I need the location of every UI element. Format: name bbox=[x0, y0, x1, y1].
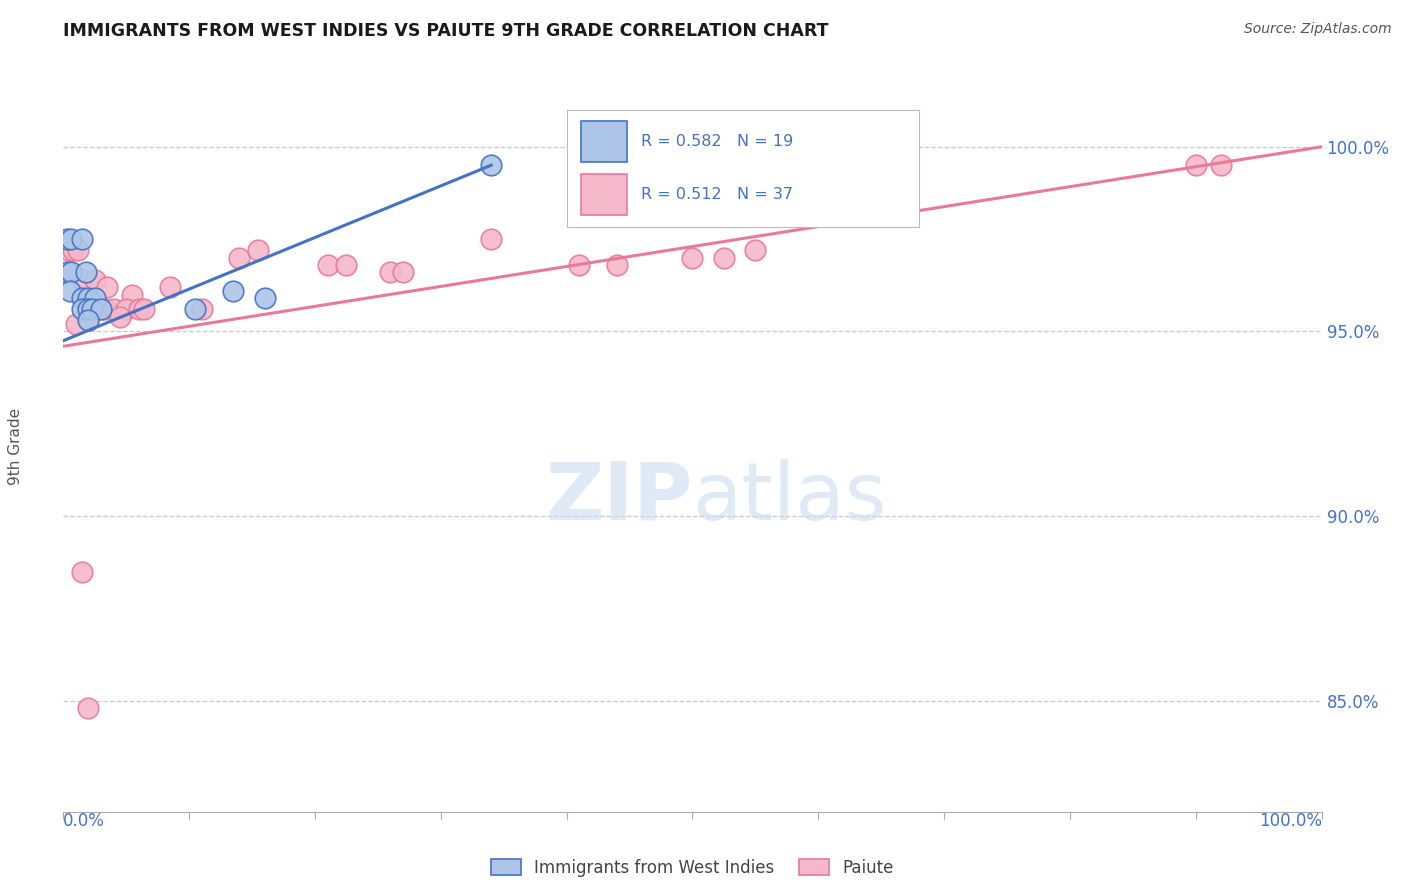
Text: IMMIGRANTS FROM WEST INDIES VS PAIUTE 9TH GRADE CORRELATION CHART: IMMIGRANTS FROM WEST INDIES VS PAIUTE 9T… bbox=[63, 22, 828, 40]
Point bbox=[132, 302, 155, 317]
Point bbox=[70, 291, 93, 305]
Point bbox=[96, 280, 118, 294]
Text: ZIP: ZIP bbox=[546, 458, 693, 537]
Point bbox=[77, 302, 100, 317]
Text: 9th Grade: 9th Grade bbox=[8, 408, 22, 484]
Text: R = 0.512   N = 37: R = 0.512 N = 37 bbox=[641, 187, 793, 202]
Point bbox=[59, 265, 82, 279]
Point bbox=[744, 244, 766, 258]
Point bbox=[335, 258, 357, 272]
Point bbox=[479, 158, 502, 172]
Point bbox=[128, 302, 150, 317]
Point bbox=[70, 565, 93, 579]
Point bbox=[77, 313, 100, 327]
Point bbox=[682, 251, 704, 265]
Point bbox=[70, 302, 93, 317]
Point bbox=[58, 244, 80, 258]
Point bbox=[59, 232, 82, 246]
Point bbox=[67, 244, 90, 258]
Point bbox=[83, 273, 105, 287]
Point bbox=[713, 251, 735, 265]
Point bbox=[90, 302, 112, 317]
Point bbox=[190, 302, 212, 317]
Point bbox=[70, 273, 93, 287]
Point bbox=[62, 244, 84, 258]
Point bbox=[380, 265, 402, 279]
Point bbox=[1185, 158, 1208, 172]
Point bbox=[103, 302, 125, 317]
Point bbox=[65, 317, 87, 331]
Point bbox=[108, 310, 131, 324]
Point bbox=[56, 232, 79, 246]
Point bbox=[82, 302, 104, 317]
Point bbox=[184, 302, 207, 317]
Point bbox=[222, 284, 245, 298]
Point bbox=[90, 302, 112, 317]
Point bbox=[56, 265, 79, 279]
Point bbox=[75, 294, 97, 309]
Point bbox=[392, 265, 415, 279]
Point bbox=[83, 291, 105, 305]
Point bbox=[121, 287, 143, 301]
Legend: Immigrants from West Indies, Paiute: Immigrants from West Indies, Paiute bbox=[491, 858, 894, 877]
Point bbox=[159, 280, 181, 294]
Text: 0.0%: 0.0% bbox=[63, 812, 105, 830]
Point bbox=[77, 313, 100, 327]
Text: atlas: atlas bbox=[693, 458, 887, 537]
Point bbox=[77, 291, 100, 305]
Point bbox=[247, 244, 270, 258]
Point bbox=[58, 284, 80, 298]
Point bbox=[80, 294, 103, 309]
Point bbox=[77, 701, 100, 715]
Point bbox=[1209, 158, 1232, 172]
Point bbox=[70, 232, 93, 246]
Point bbox=[115, 302, 138, 317]
Point bbox=[479, 232, 502, 246]
Point bbox=[253, 291, 276, 305]
Point bbox=[75, 265, 97, 279]
Point bbox=[94, 302, 117, 317]
Point bbox=[59, 265, 82, 279]
Text: R = 0.582   N = 19: R = 0.582 N = 19 bbox=[641, 134, 793, 149]
Text: 100.0%: 100.0% bbox=[1258, 812, 1322, 830]
FancyBboxPatch shape bbox=[581, 174, 627, 215]
Point bbox=[568, 258, 591, 272]
Point bbox=[316, 258, 339, 272]
Text: Source: ZipAtlas.com: Source: ZipAtlas.com bbox=[1244, 22, 1392, 37]
FancyBboxPatch shape bbox=[581, 121, 627, 162]
Point bbox=[228, 251, 250, 265]
Point bbox=[606, 258, 628, 272]
